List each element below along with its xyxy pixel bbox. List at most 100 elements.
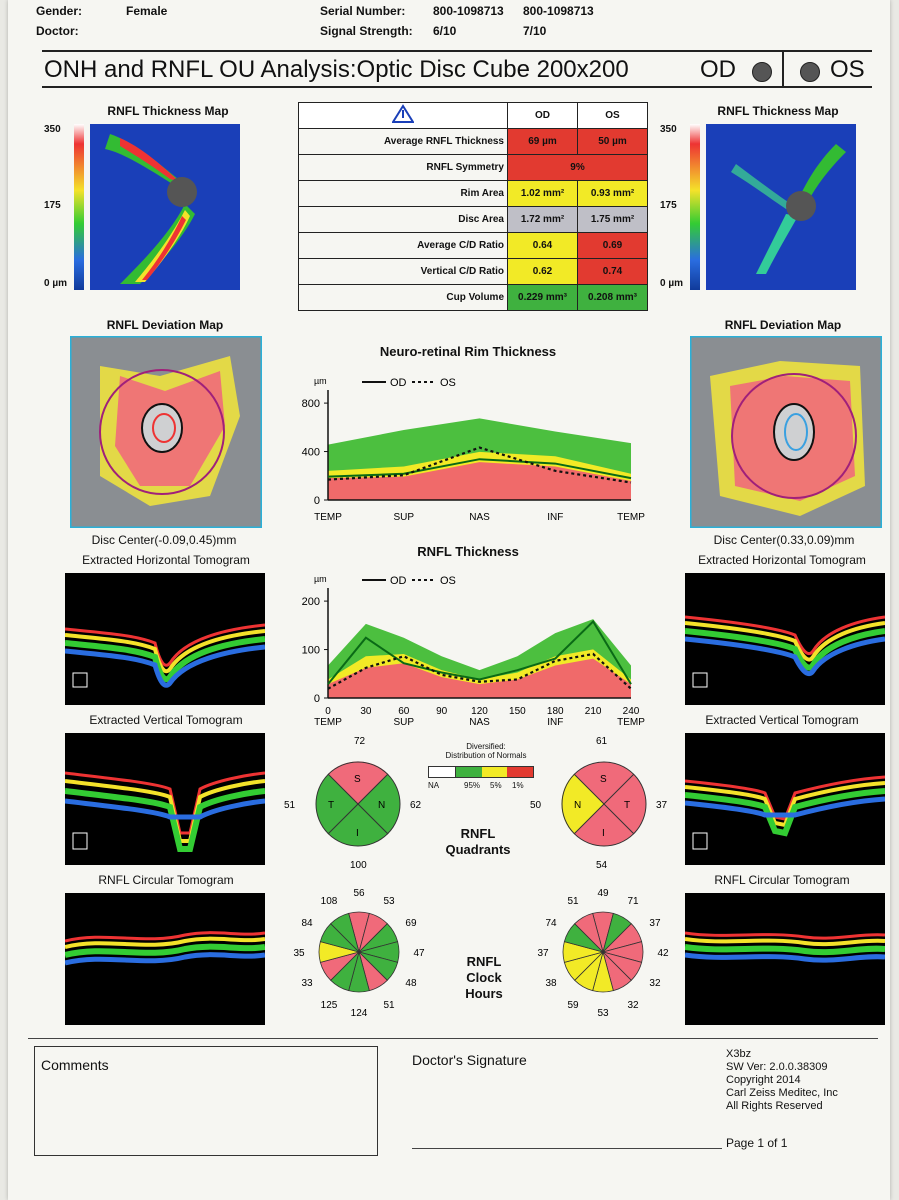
x-tick-label: 0 — [325, 706, 331, 717]
os-quad-bottom: 54 — [596, 860, 608, 871]
clock-hour-value: 37 — [649, 918, 661, 929]
od-circular-tomogram — [65, 893, 265, 1025]
od-disc-center: Disc Center(-0.09,0.45)mm — [91, 533, 237, 547]
od-clock-chart: 56 53 69 47 48 51 124 125 33 35 84 108 — [293, 888, 425, 1019]
clock-hour-value: 51 — [383, 1000, 395, 1011]
od-label: OD — [700, 56, 736, 83]
y-tick-label: 400 — [302, 447, 320, 459]
disc-area-os: 1.75 mm² — [577, 206, 648, 233]
od-scale-mid: 175 — [44, 200, 61, 211]
distribution-swatches — [428, 766, 534, 778]
od-color-scale — [74, 124, 84, 290]
title-divider — [782, 52, 784, 86]
os-circular-tomogram — [685, 893, 885, 1025]
row-label: Rim Area — [298, 180, 508, 207]
os-eye-icon — [800, 62, 820, 82]
legend-od-label: OD — [390, 575, 407, 587]
legend-od-label: OD — [390, 377, 407, 389]
x-tick-label: TEMP — [314, 512, 342, 523]
signal-label: Signal Strength: — [320, 24, 413, 38]
clock-label: RNFL Clock Hours — [444, 954, 524, 1002]
od-scale-max: 350 — [44, 124, 61, 135]
clock-sector — [330, 912, 360, 954]
clock-hour-value: 51 — [567, 896, 579, 907]
clock-hour-value: 124 — [351, 1008, 368, 1019]
os-quad-n: N — [574, 800, 581, 811]
distribution-title: Distribution of Normals — [445, 751, 527, 760]
clock-hour-value: 84 — [301, 918, 313, 929]
sw-line: Copyright 2014 — [726, 1074, 801, 1086]
x-tick-label: 150 — [509, 706, 526, 717]
clock-hour-value: 69 — [405, 918, 417, 929]
gender-label: Gender: — [36, 4, 83, 18]
comments-box[interactable]: Comments — [34, 1046, 378, 1156]
os-quad-i: I — [602, 828, 605, 839]
serial-os: 800-1098713 — [523, 4, 594, 18]
series-od-line — [327, 458, 632, 480]
os-quad-right: 37 — [656, 800, 668, 811]
legend-na: NA — [428, 781, 440, 790]
legend-95: 95% — [464, 781, 481, 790]
y-tick-label: 800 — [302, 398, 320, 410]
clock-hour-value: 33 — [301, 978, 313, 989]
os-scale-max: 350 — [660, 124, 677, 135]
sw-line: Carl Zeiss Meditec, Inc — [726, 1087, 838, 1099]
y-axis-label: µm — [314, 574, 327, 584]
os-deviation-title: RNFL Deviation Map — [724, 318, 842, 332]
signature-label: Doctor's Signature — [412, 1052, 527, 1068]
os-quad-t: T — [624, 800, 630, 811]
x-tick-label: 90 — [436, 706, 448, 717]
od-vert-tomo-title: Extracted Vertical Tomogram — [89, 713, 243, 727]
clock-hour-value: 108 — [321, 896, 338, 907]
os-vert-tomogram — [685, 733, 885, 865]
avg-cd-os: 0.69 — [577, 232, 648, 259]
clock-hour-value: 56 — [353, 888, 365, 899]
report-page: Gender: Female Doctor: Serial Number: 80… — [8, 0, 890, 1200]
os-quad-left: 50 — [530, 800, 542, 811]
row-label: Vertical C/D Ratio — [298, 258, 508, 285]
os-horiz-tomo-title: Extracted Horizontal Tomogram — [698, 553, 866, 567]
od-quad-s: S — [354, 774, 361, 785]
os-label: OS — [830, 56, 865, 83]
os-quad-s: S — [600, 774, 607, 785]
disc-area-od: 1.72 mm² — [507, 206, 578, 233]
od-quad-bottom: 100 — [350, 860, 367, 871]
od-quadrant-chart: 72 51 62 100 S T N I — [284, 736, 422, 871]
od-quad-n: N — [378, 800, 385, 811]
clock-hour-value: 38 — [545, 978, 557, 989]
legend-os-label: OS — [440, 377, 456, 389]
warning-icon — [298, 102, 508, 129]
os-scale-min: 0 µm — [660, 278, 683, 289]
od-quad-left: 51 — [284, 800, 296, 811]
os-clock-chart: 49 71 37 42 32 32 53 59 38 37 74 51 — [537, 888, 669, 1019]
x-tick-label: NAS — [469, 512, 490, 523]
clock-hour-value: 74 — [545, 918, 557, 929]
x-tick-label: INF — [547, 512, 563, 523]
x-region-label: SUP — [393, 717, 414, 728]
x-region-label: NAS — [469, 717, 490, 728]
row-label: Average RNFL Thickness — [298, 128, 508, 155]
os-vert-tomo-title: Extracted Vertical Tomogram — [705, 713, 859, 727]
od-circ-tomo-title: RNFL Circular Tomogram — [98, 873, 234, 887]
x-tick-label: 240 — [623, 706, 640, 717]
clock-hour-value: 59 — [567, 1000, 579, 1011]
y-tick-label: 0 — [314, 495, 320, 507]
rim-chart-title: Neuro-retinal Rim Thickness — [379, 344, 557, 359]
od-scale-min: 0 µm — [44, 278, 67, 289]
vert-cd-od: 0.62 — [507, 258, 578, 285]
rim-thickness-chart: 0 400 800 µm OD OS TEMP SUP NAS INF TEMP — [302, 376, 646, 523]
row-label: Cup Volume — [298, 284, 508, 311]
legend-5: 5% — [490, 781, 502, 790]
signal-os: 7/10 — [523, 24, 547, 38]
x-region-label: TEMP — [314, 717, 342, 728]
rnfl-chart-title: RNFL Thickness — [417, 544, 519, 559]
signature-line — [412, 1148, 722, 1149]
os-color-scale — [690, 124, 700, 290]
legend-os-label: OS — [440, 575, 456, 587]
y-tick-label: 200 — [302, 596, 320, 608]
x-tick-label: 120 — [471, 706, 488, 717]
clock-sector — [574, 912, 604, 954]
distribution-label: Diversified: — [466, 742, 506, 751]
row-label: Disc Area — [298, 206, 508, 233]
